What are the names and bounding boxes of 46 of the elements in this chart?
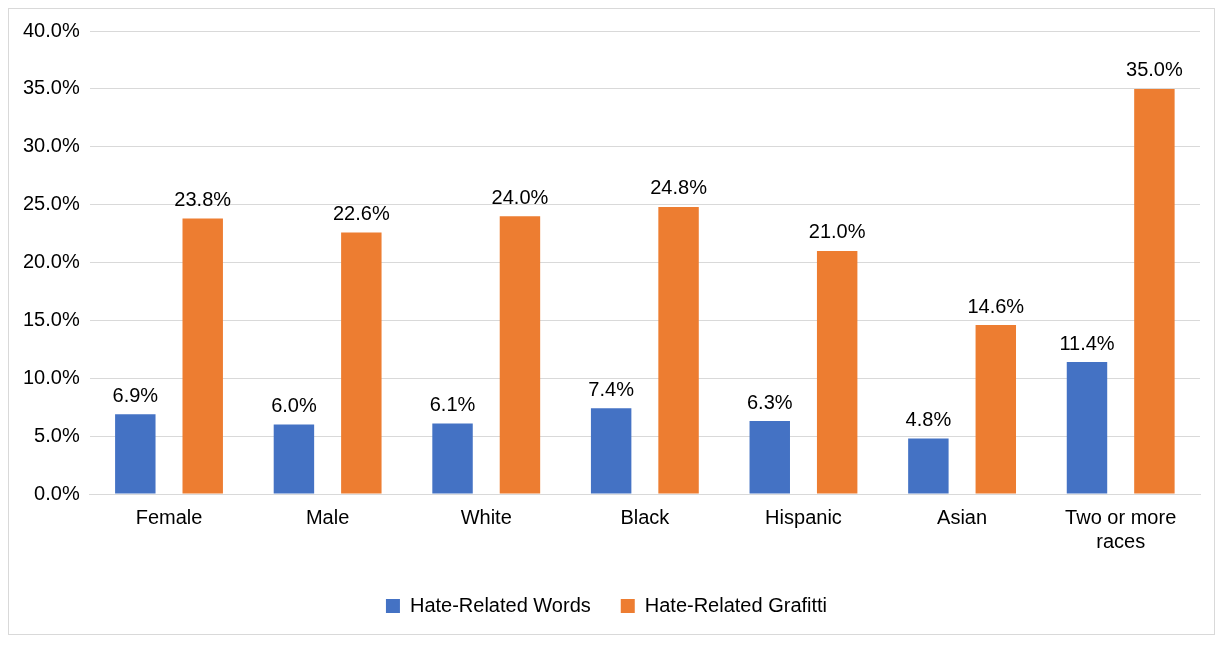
x-tick-label: White xyxy=(460,505,512,528)
data-label: 6.3% xyxy=(746,390,793,413)
y-tick-label: 30.0% xyxy=(22,134,80,157)
bar xyxy=(341,232,382,494)
x-tick-label: Two or more races xyxy=(1065,505,1177,552)
y-tick-label: 15.0% xyxy=(22,307,80,330)
data-label: 6.9% xyxy=(112,383,159,406)
bar xyxy=(816,250,858,494)
y-tick-label: 20.0% xyxy=(22,250,80,273)
bar xyxy=(975,325,1017,494)
y-tick-label: 35.0% xyxy=(22,76,80,99)
data-label: 24.8% xyxy=(650,176,708,199)
x-tick-label: Asian xyxy=(937,505,988,528)
bar xyxy=(115,414,156,494)
y-tick-label: 40.0% xyxy=(22,18,80,41)
x-tick-label: Male xyxy=(305,505,350,528)
y-tick-label: 0.0% xyxy=(34,481,80,504)
bar xyxy=(1134,88,1175,494)
data-label: 22.6% xyxy=(332,201,390,224)
legend-label: Hate-Related Words xyxy=(409,593,591,616)
legend-label: Hate-Related Grafitti xyxy=(644,593,828,616)
bar xyxy=(749,421,790,494)
bar xyxy=(499,216,541,494)
data-label: 24.0% xyxy=(491,185,549,208)
data-label: 6.1% xyxy=(429,392,476,415)
x-tick-label: Hispanic xyxy=(765,505,842,528)
data-label: 23.8% xyxy=(174,188,232,211)
data-label: 4.8% xyxy=(905,407,952,430)
bar xyxy=(590,408,632,494)
data-label: 35.0% xyxy=(1126,58,1183,81)
data-label: 7.4% xyxy=(588,377,635,400)
bar xyxy=(658,206,699,494)
data-label: 6.0% xyxy=(271,394,317,417)
bar xyxy=(908,438,949,494)
y-tick-label: 25.0% xyxy=(22,192,80,215)
x-tick-label: Black xyxy=(620,505,671,528)
bar xyxy=(1066,362,1108,494)
y-tick-label: 5.0% xyxy=(34,423,80,446)
bar xyxy=(432,423,473,494)
x-tick-label: Female xyxy=(135,505,203,528)
bar xyxy=(273,424,315,494)
data-label: 11.4% xyxy=(1059,331,1115,354)
bar xyxy=(182,218,223,494)
y-tick-label: 10.0% xyxy=(22,365,80,388)
data-label: 21.0% xyxy=(808,220,866,243)
data-label: 14.6% xyxy=(967,294,1025,317)
